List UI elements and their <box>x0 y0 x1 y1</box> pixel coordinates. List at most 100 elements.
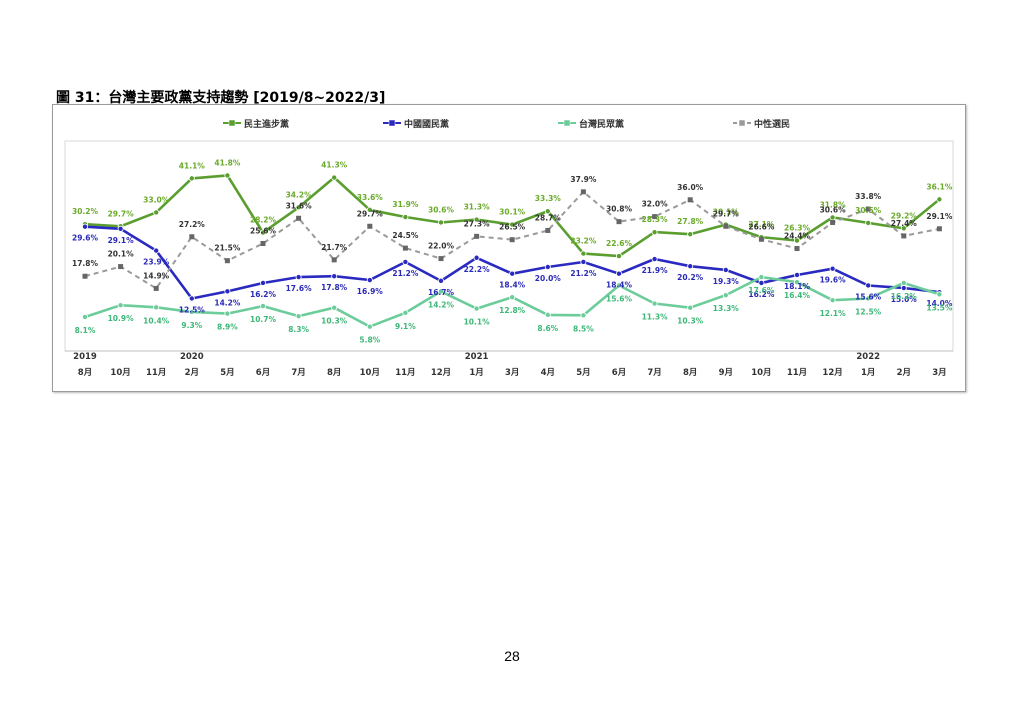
data-label: 29.2% <box>891 211 918 220</box>
x-tick-label: 10月 <box>110 368 130 378</box>
data-label: 10.3% <box>321 317 348 326</box>
data-point <box>367 223 373 229</box>
data-point <box>259 229 266 236</box>
data-label: 18.4% <box>606 281 633 290</box>
data-point <box>188 295 195 302</box>
year-label: 2020 <box>180 352 204 362</box>
x-tick-label: 11月 <box>395 368 415 378</box>
data-label: 27.1% <box>748 220 775 229</box>
page-number: 28 <box>504 648 520 664</box>
data-label: 25.6% <box>250 226 277 235</box>
data-label: 30.8% <box>606 205 633 214</box>
data-label: 8.6% <box>537 324 558 333</box>
data-label: 8.9% <box>217 323 238 332</box>
data-point <box>295 313 302 320</box>
data-point <box>402 309 409 316</box>
data-label: 9.3% <box>181 321 202 330</box>
data-point <box>118 264 124 270</box>
x-tick-label: 3月 <box>932 368 946 378</box>
data-label: 26.6% <box>748 222 775 231</box>
data-point <box>153 209 160 216</box>
data-point <box>509 237 515 243</box>
x-tick-label: 8月 <box>683 368 697 378</box>
data-label: 33.0% <box>143 195 170 204</box>
data-point <box>580 258 587 265</box>
data-label: 41.8% <box>214 158 241 167</box>
x-axis: 2019 2020 2021 2022 8月 10月 11月 2月 5月 6月 7月 8月 10月 11月… <box>73 352 946 378</box>
data-point <box>758 236 764 242</box>
data-point <box>723 223 729 229</box>
data-label: 36.0% <box>677 183 704 192</box>
data-point <box>936 291 943 298</box>
data-point <box>794 279 801 286</box>
data-point <box>188 175 195 182</box>
data-point <box>366 277 373 284</box>
line-chart: 民主進步黨 中國國民黨 台灣民眾黨 中性選民 30.2% 29.7% 33.0% 41.1%… <box>64 118 954 378</box>
data-point <box>224 172 231 179</box>
x-tick-label: 9月 <box>719 368 733 378</box>
data-label: 12.8% <box>499 306 526 315</box>
data-point <box>296 215 302 221</box>
data-label: 28.2% <box>250 216 277 225</box>
data-point <box>687 197 693 203</box>
data-label: 8.3% <box>288 325 309 334</box>
data-label: 19.6% <box>820 276 847 285</box>
data-label: 24.4% <box>784 232 811 241</box>
data-label: 17.6% <box>286 284 313 293</box>
data-point <box>81 223 88 230</box>
data-point <box>224 310 231 317</box>
x-tick-label: 1月 <box>469 368 483 378</box>
data-label: 33.8% <box>855 192 882 201</box>
chart-frame: 民主進步黨 中國國民黨 台灣民眾黨 中性選民 30.2% 29.7% 33.0% 41.1%… <box>52 104 966 392</box>
data-label: 30.1% <box>713 208 740 217</box>
data-label: 12.1% <box>820 309 847 318</box>
x-tick-label: 11月 <box>146 368 166 378</box>
x-tick-label: 8月 <box>327 368 341 378</box>
data-point <box>722 292 729 299</box>
data-point <box>901 233 907 239</box>
data-point <box>260 240 266 246</box>
data-label: 31.3% <box>464 203 491 212</box>
data-point <box>437 288 444 295</box>
data-label: 10.3% <box>677 317 704 326</box>
x-tick-label: 7月 <box>647 368 661 378</box>
data-point <box>437 219 444 226</box>
x-tick-label: 7月 <box>291 368 305 378</box>
data-label: 10.4% <box>143 316 170 325</box>
legend-label: 民主進步黨 <box>244 118 289 130</box>
data-label: 19.3% <box>713 277 740 286</box>
data-label: 18.1% <box>784 282 811 291</box>
data-label: 16.4% <box>784 291 811 300</box>
data-label: 33.3% <box>535 194 562 203</box>
legend-marker <box>563 119 571 127</box>
legend-marker <box>738 119 746 127</box>
data-point <box>509 294 516 301</box>
x-tick-label: 2月 <box>897 368 911 378</box>
data-label: 12.5% <box>855 308 882 317</box>
data-label: 11.3% <box>642 313 669 322</box>
legend-label: 中性選民 <box>754 118 790 130</box>
data-label: 27.4% <box>891 219 918 228</box>
data-label: 31.9% <box>392 200 419 209</box>
data-label: 16.2% <box>891 292 918 301</box>
data-point <box>473 305 480 312</box>
data-label: 26.5% <box>499 223 526 232</box>
data-label: 14.2% <box>428 300 455 309</box>
series-lines <box>81 172 943 330</box>
data-point <box>366 323 373 330</box>
data-point <box>722 266 729 273</box>
data-label: 20.1% <box>108 250 135 259</box>
x-tick-label: 6月 <box>612 368 626 378</box>
data-point <box>616 253 623 260</box>
data-point <box>651 229 658 236</box>
data-point <box>794 246 800 252</box>
data-point <box>830 219 836 225</box>
data-label: 17.6% <box>748 286 775 295</box>
x-tick-label: 5月 <box>576 368 590 378</box>
data-point <box>616 219 622 225</box>
data-point <box>580 250 587 257</box>
data-point <box>366 206 373 213</box>
data-point <box>259 279 266 286</box>
data-label: 15.6% <box>855 292 882 301</box>
data-point <box>544 263 551 270</box>
